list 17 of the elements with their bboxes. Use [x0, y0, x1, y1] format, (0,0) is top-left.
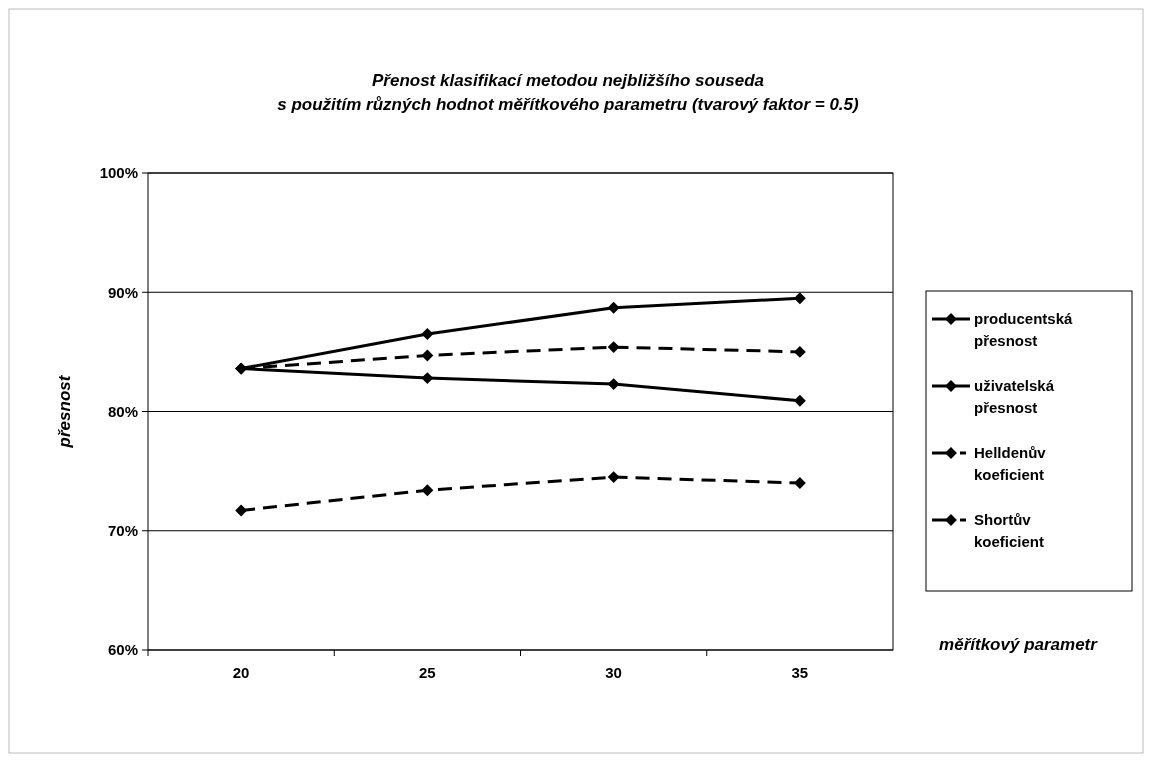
chart-title: Přenost klasifikací metodou nejbližšího souseda [371, 71, 765, 90]
x-tick-label: 20 [232, 664, 250, 681]
y-tick-label: 70% [107, 522, 138, 539]
x-axis-title: měřítkový parametr [939, 635, 1099, 654]
legend-label: uživatelská přesnost [974, 377, 1055, 417]
chart-subtitle: s použitím různých hodnot měřítkového parametru (tvarový faktor = 0.5) [277, 95, 860, 114]
y-tick-label: 100% [99, 164, 138, 182]
legend-label: Helldenův koeficient [974, 444, 1047, 484]
legend-label: Shortův koeficient [974, 511, 1045, 551]
y-tick-label: 90% [107, 283, 138, 301]
x-tick-label: 30 [605, 664, 622, 681]
y-tick-label: 80% [107, 402, 138, 420]
y-axis-title: přesnost [55, 374, 74, 449]
y-tick-label: 60% [107, 641, 138, 659]
legend-label: producentská přesnost [974, 310, 1074, 350]
x-tick-label: 35 [791, 664, 809, 681]
x-tick-label: 25 [419, 664, 436, 681]
